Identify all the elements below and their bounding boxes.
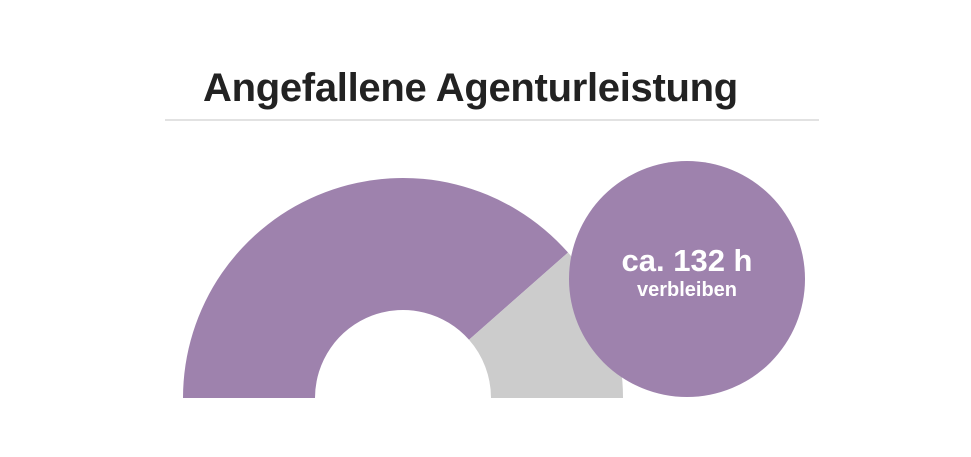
- gauge-slice-used: [183, 178, 569, 398]
- remaining-hours-label: verbleiben: [636, 278, 738, 301]
- chart-title: Angefallene Agenturleistung: [203, 66, 738, 110]
- remaining-hours-value: ca. 132 h: [621, 243, 753, 279]
- remaining-hours-badge: ca. 132 h verbleiben: [569, 161, 805, 397]
- title-divider: [165, 119, 819, 121]
